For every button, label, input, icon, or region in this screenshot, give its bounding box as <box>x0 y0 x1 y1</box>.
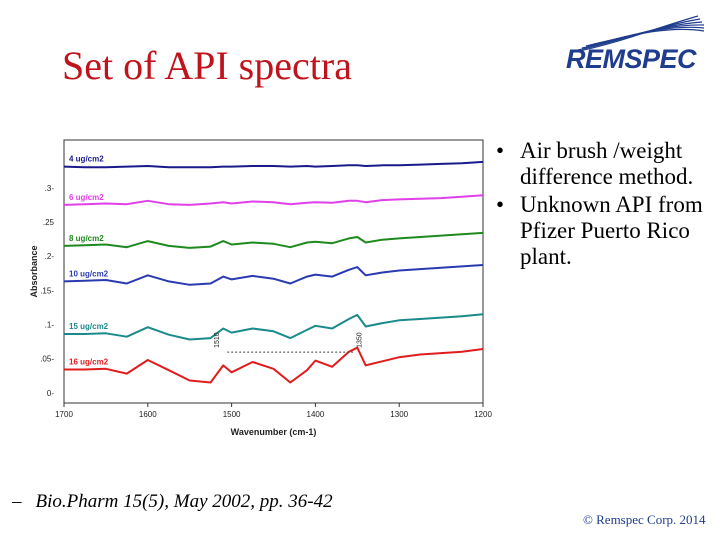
series-label: 16 ug/cm2 <box>69 358 109 367</box>
y-tick-label: .15- <box>40 286 54 295</box>
y-axis-label: Absorbance <box>29 245 39 297</box>
series-label: 8 ug/cm2 <box>69 234 104 243</box>
citation: – Bio.Pharm 15(5), May 2002, pp. 36-42 <box>12 491 333 513</box>
remspec-logo: REMSPEC <box>556 14 706 84</box>
series-label: 6 ug/cm2 <box>69 193 104 202</box>
y-tick-label: .05- <box>40 355 54 364</box>
series-line <box>64 313 484 341</box>
annotation-label: 1510 <box>214 332 221 348</box>
bullet-item-method: • Air brush /weight difference method. <box>492 138 717 190</box>
x-tick-label: 1700 <box>55 410 73 419</box>
citation-text: Bio.Pharm 15(5), May 2002, pp. 36-42 <box>35 491 333 512</box>
series-line <box>64 346 484 384</box>
logo-swoosh-icon <box>573 15 705 53</box>
series-line <box>63 264 484 286</box>
x-tick-label: 1200 <box>474 410 492 419</box>
series-label: 10 ug/cm2 <box>69 269 109 278</box>
slide-title: Set of API spectra <box>62 43 352 88</box>
annotation-label: 1350 <box>356 332 363 348</box>
bullet-list: • Air brush /weight difference method. •… <box>492 138 717 272</box>
y-tick-label: .1- <box>45 320 55 329</box>
series-line <box>63 160 484 169</box>
copyright-notice: © Remspec Corp. 2014 <box>583 512 706 527</box>
bullet-text: Unknown API from Pfizer Puerto Rico plan… <box>520 192 703 269</box>
bullet-text: Air brush /weight difference method. <box>520 138 694 189</box>
series-line <box>63 231 484 249</box>
x-tick-label: 1300 <box>390 410 408 419</box>
x-tick-label: 1600 <box>139 410 157 419</box>
bullet-symbol: • <box>496 138 505 163</box>
series-label: 4 ug/cm2 <box>69 155 104 164</box>
logo-text: REMSPEC <box>566 44 697 74</box>
y-tick-label: 0- <box>47 389 54 398</box>
x-tick-label: 1400 <box>307 410 325 419</box>
citation-dash: – <box>12 491 22 512</box>
bullet-symbol: • <box>496 192 505 217</box>
y-tick-label: .3- <box>45 184 55 193</box>
api-spectra-chart: 1700 1600 1500 1400 1300 1200 0- .05- .1- .15- .2-… <box>29 139 492 437</box>
series-line <box>63 194 484 206</box>
y-tick-label: .25 <box>43 218 55 227</box>
series-label: 15 ug/cm2 <box>69 322 109 331</box>
bullet-item-api: • Unknown API from Pfizer Puerto Rico pl… <box>492 192 717 270</box>
y-tick-label: .2- <box>45 252 55 261</box>
x-tick-label: 1500 <box>223 410 241 419</box>
x-axis-label: Wavenumber (cm-1) <box>231 427 317 437</box>
plot-frame <box>63 139 484 404</box>
